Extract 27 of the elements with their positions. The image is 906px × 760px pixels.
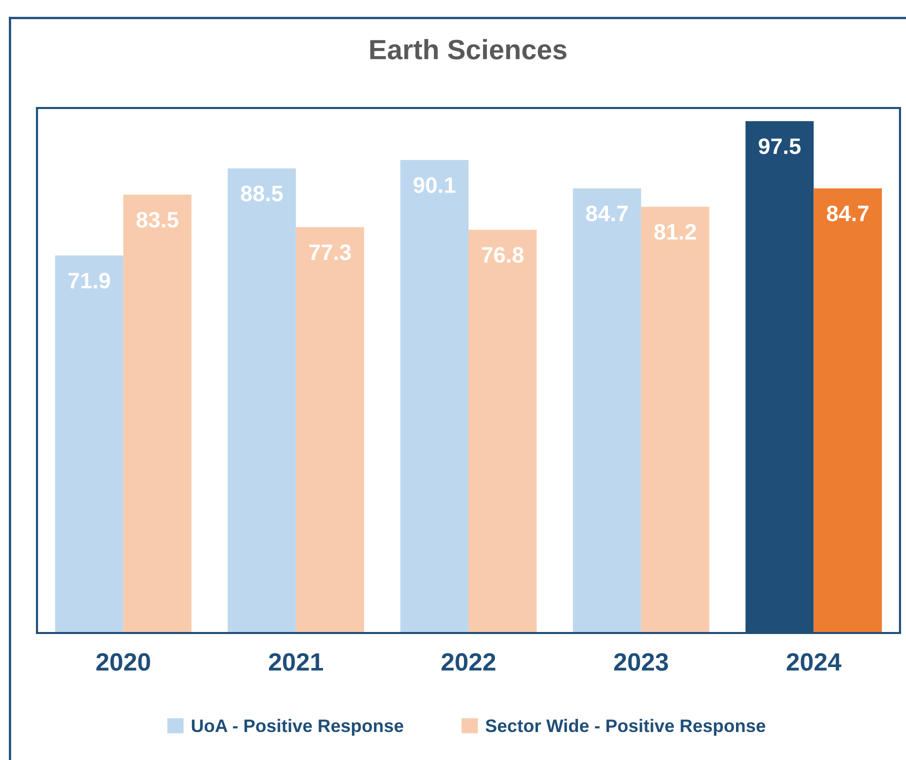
data-label: 71.9 [68, 272, 110, 289]
data-label: 84.7 [826, 206, 868, 222]
legend-label: UoA - Positive Response [192, 718, 404, 736]
bar [468, 230, 537, 633]
x-tick-label: 2024 [786, 653, 842, 671]
x-tick-label: 2020 [96, 653, 150, 671]
legend-label: Sector Wide - Positive Response [486, 718, 766, 736]
x-tick-label: 2021 [268, 653, 324, 671]
x-tick-label: 2022 [442, 653, 496, 671]
data-label: 88.5 [240, 186, 283, 202]
data-label: 90.1 [414, 177, 456, 193]
data-label: 84.7 [586, 206, 628, 222]
x-tick-label: 2023 [614, 653, 668, 671]
bar [814, 188, 882, 633]
bar [296, 227, 364, 633]
data-label: 97.5 [758, 138, 801, 154]
data-label: 76.8 [482, 247, 524, 263]
bar [400, 160, 468, 633]
bar [55, 256, 124, 633]
bar [123, 194, 192, 633]
data-label: 77.3 [309, 244, 351, 260]
bar [228, 168, 296, 633]
bar [641, 206, 710, 633]
data-label: 83.5 [136, 212, 178, 228]
data-label: 81.2 [654, 224, 696, 240]
chart-title: Earth Sciences [370, 39, 566, 60]
bar [572, 188, 642, 633]
